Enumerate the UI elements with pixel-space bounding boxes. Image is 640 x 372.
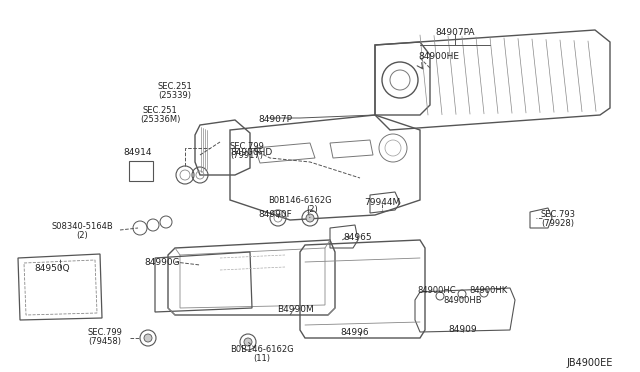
Circle shape [144, 334, 152, 342]
Text: 84900HC: 84900HC [418, 286, 456, 295]
Text: B0B146-6162G: B0B146-6162G [230, 345, 294, 354]
Text: 84900HB: 84900HB [444, 296, 483, 305]
Text: S08340-5164B: S08340-5164B [51, 222, 113, 231]
Text: 84990F: 84990F [258, 210, 292, 219]
Text: (11): (11) [253, 354, 271, 363]
Text: 84907P: 84907P [258, 115, 292, 124]
Text: (79928): (79928) [541, 219, 575, 228]
Text: 84965: 84965 [344, 233, 372, 242]
Text: B4990M: B4990M [276, 305, 314, 314]
Text: (79917): (79917) [230, 151, 263, 160]
Text: SEC.251: SEC.251 [157, 82, 193, 91]
Circle shape [244, 338, 252, 346]
Text: JB4900EE: JB4900EE [567, 358, 613, 368]
Text: (2): (2) [76, 231, 88, 240]
Text: 79944M: 79944M [364, 198, 400, 207]
Text: 84950Q: 84950Q [34, 264, 70, 273]
Circle shape [306, 214, 314, 222]
Text: (25336M): (25336M) [140, 115, 180, 124]
Text: 84900HE: 84900HE [418, 52, 459, 61]
Text: 84990G: 84990G [144, 258, 180, 267]
Text: SEC.793: SEC.793 [541, 210, 575, 219]
Text: B0B146-6162G: B0B146-6162G [268, 196, 332, 205]
Text: 84909: 84909 [449, 325, 477, 334]
Text: SEC.799: SEC.799 [88, 328, 122, 337]
Text: SEC.251: SEC.251 [143, 106, 177, 115]
Text: 84914: 84914 [124, 148, 152, 157]
Text: 84907PA: 84907PA [435, 28, 475, 37]
Text: SEC.799: SEC.799 [230, 142, 265, 151]
Text: (2): (2) [306, 205, 318, 214]
Text: (79458): (79458) [88, 337, 122, 346]
Text: (25339): (25339) [159, 91, 191, 100]
Text: 84900HD: 84900HD [230, 148, 272, 157]
Text: 84900HK: 84900HK [469, 286, 507, 295]
Text: 84996: 84996 [340, 328, 369, 337]
